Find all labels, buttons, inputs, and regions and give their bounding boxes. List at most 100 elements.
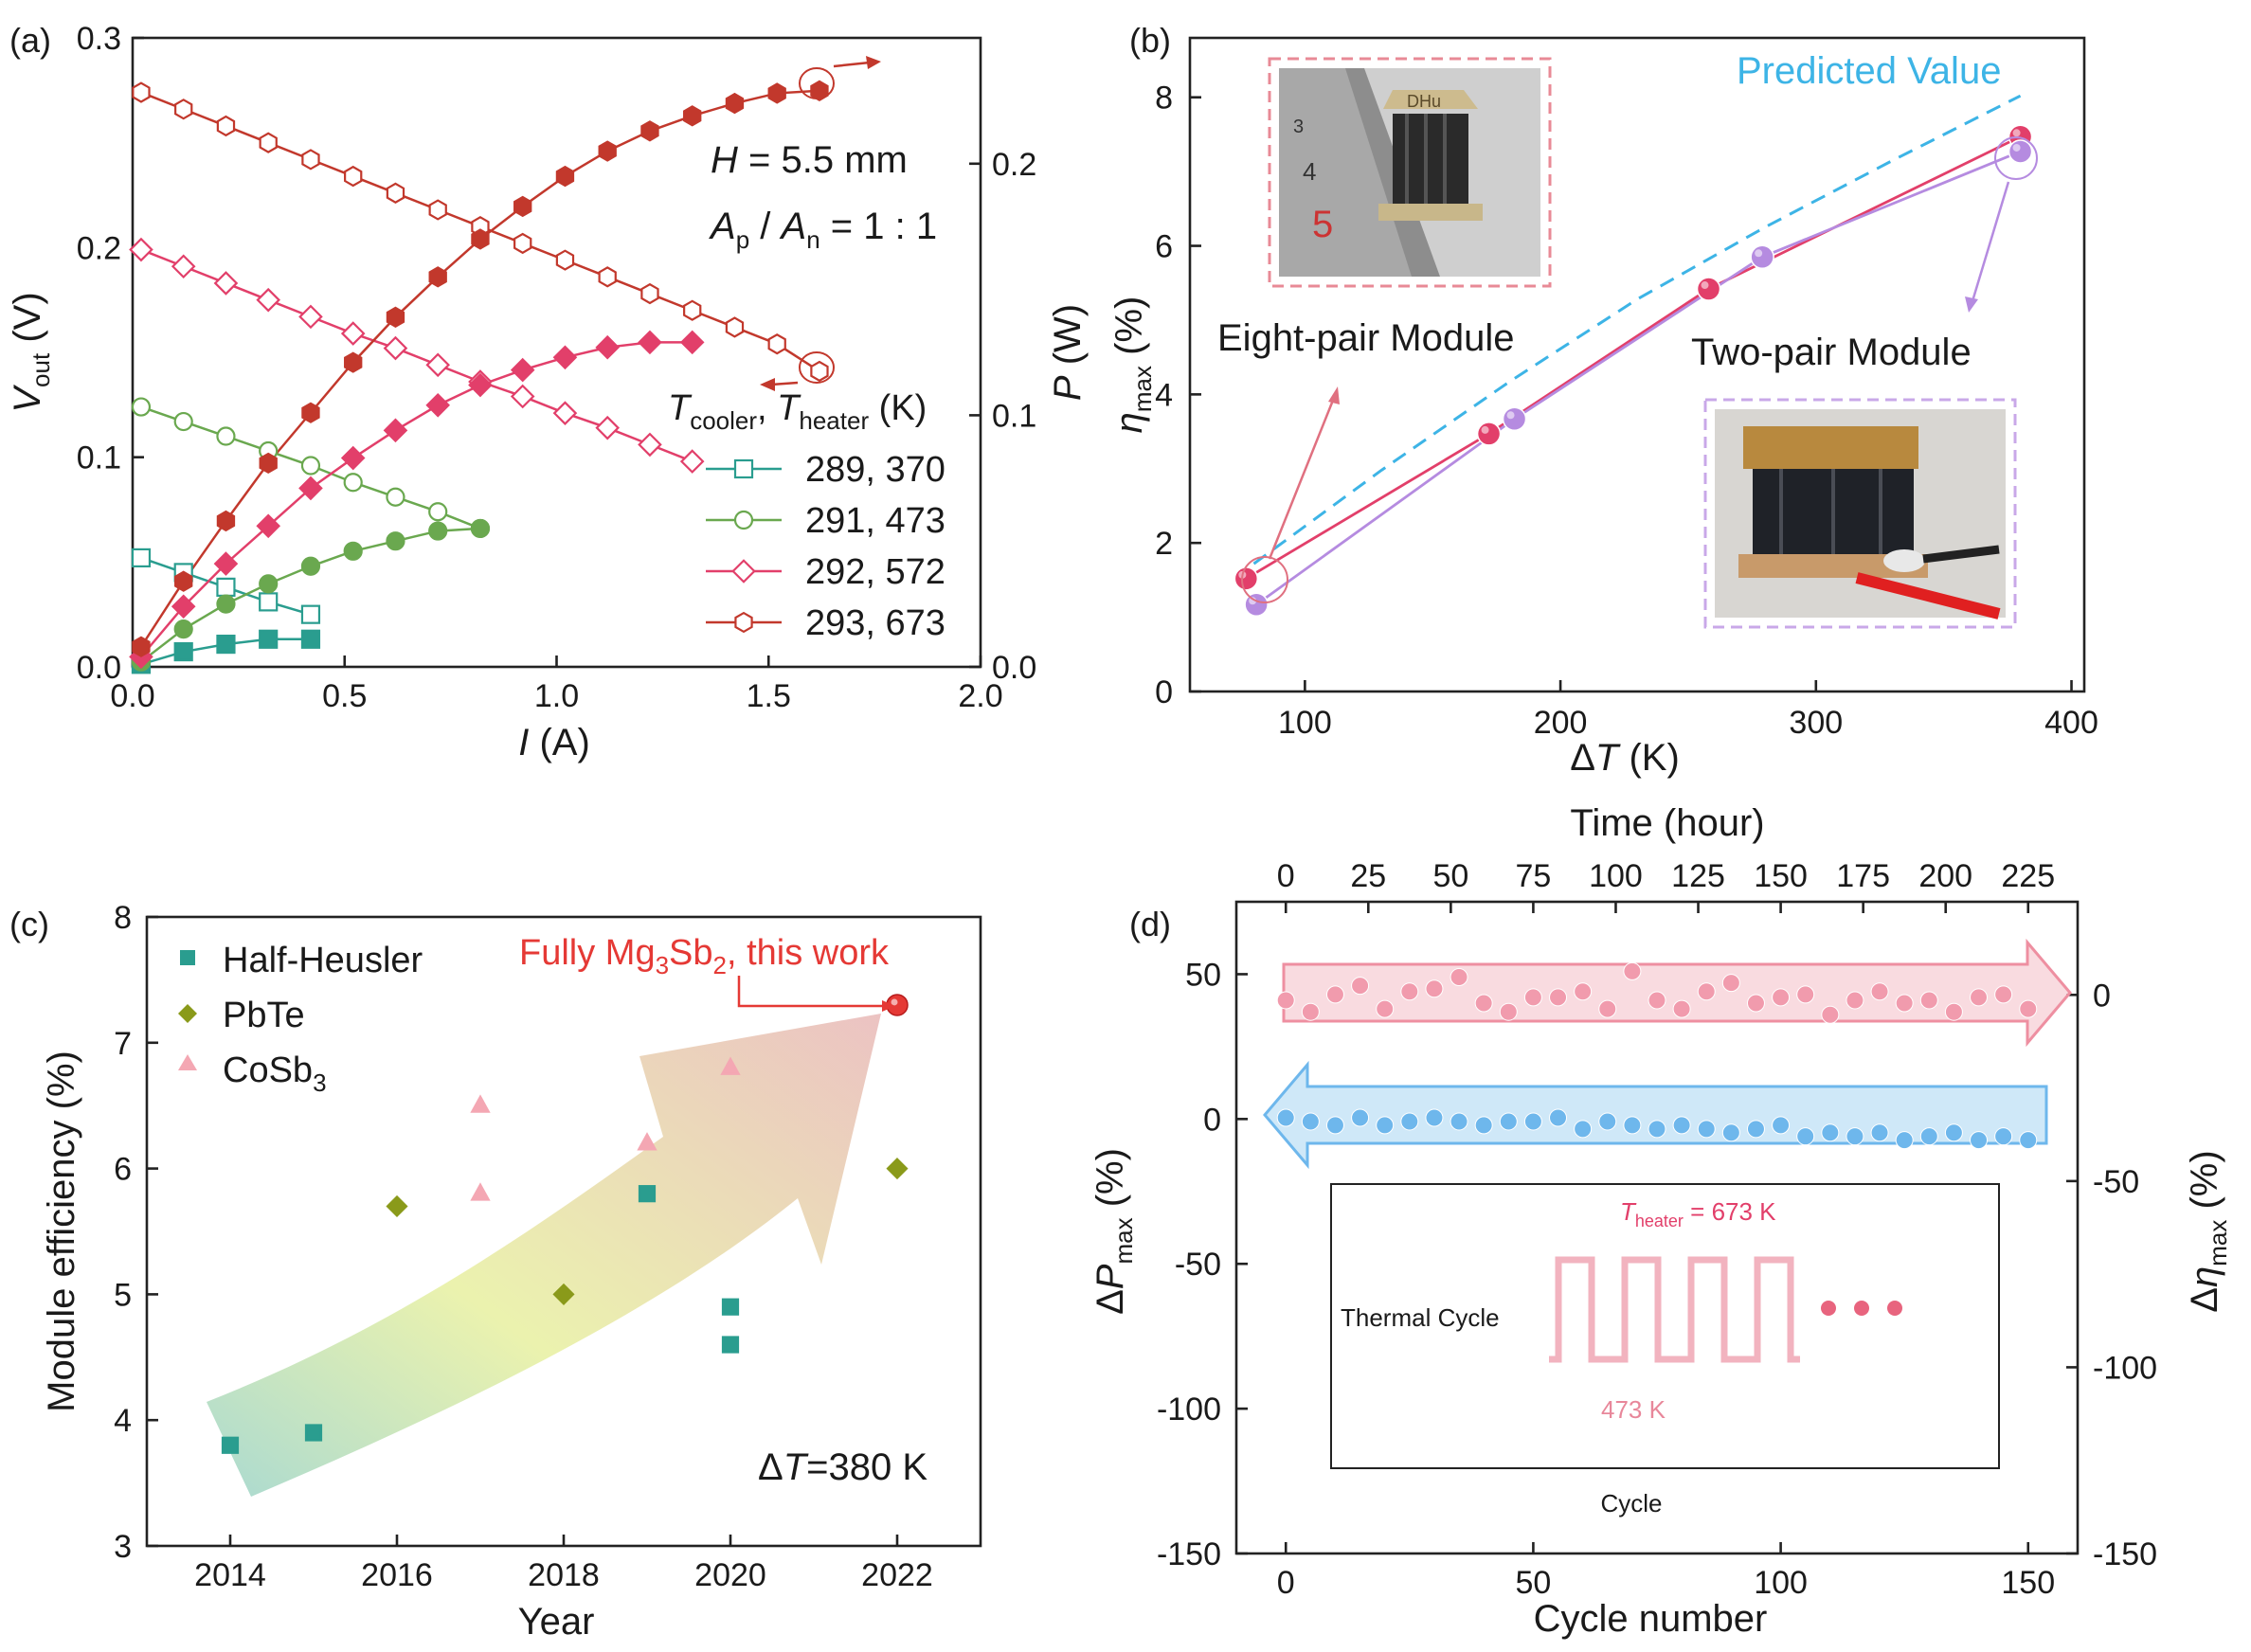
point-d-0 [1276,991,1295,1010]
legend-label-pbte: PbTe [223,996,305,1035]
point-c-2 [470,1182,491,1201]
legend-label-a-2: 292, 572 [805,552,945,592]
power-point-3 [216,510,236,532]
point-d-0 [1821,1005,1840,1024]
voltage-point-3 [428,199,447,221]
legend-label-a-1: 291, 473 [805,501,945,541]
point-d-1 [1623,1116,1642,1135]
power-point-2 [256,513,281,539]
point-d-0 [1697,982,1716,1001]
power-point-3 [513,195,532,218]
point-d-0 [1598,999,1617,1018]
power-point-2 [468,372,493,398]
y-tick-label-left-d: -150 [1157,1536,1221,1572]
voltage-point-2 [638,432,662,458]
y-tick-label-right-a: 0.0 [992,650,1036,686]
power-point-3 [810,80,829,101]
x-tick-top-label-d: 50 [1432,858,1468,894]
x-tick-label-a: 1.0 [534,678,579,714]
legend-marker-half-heusler [180,950,195,965]
power-point-3 [640,120,659,142]
power-point-3 [174,570,193,592]
point-d-0 [1919,991,1938,1010]
inset-square-wave [1549,1256,1800,1363]
point-shine-b-1 [1755,249,1763,258]
y-ticks-c: 3 4 5 6 7 8 [114,900,158,1565]
arrow-two-pair [1971,181,2010,302]
x-tick-label-b: 400 [2044,705,2098,741]
power-point-1 [428,521,448,541]
voltage-point-2 [425,352,451,378]
x-tick-top-label-d: 75 [1515,858,1551,894]
voltage-point-2 [510,384,535,409]
x-tick-label-a: 1.5 [747,678,791,714]
y-axis-right-label-d: Δηmax (%) [2184,1150,2232,1312]
power-point-2 [425,392,451,418]
inset-ellipsis-dot-2 [1854,1301,1869,1316]
voltage-point-3 [513,232,532,255]
x-tick-label-d: 0 [1277,1565,1295,1601]
point-d-1 [1400,1112,1419,1131]
point-d-0 [1574,982,1593,1001]
voltage-point-3 [640,282,659,305]
x-axis-label-d: Cycle number [1534,1598,1768,1640]
y-tick-label-c: 5 [114,1277,132,1313]
y-tick-label-c: 6 [114,1152,132,1188]
trend-arrow-c [207,1014,881,1497]
voltage-point-3 [174,99,193,120]
point-c-2 [637,1132,657,1151]
y-tick-label-left-d: 50 [1185,957,1221,993]
arrow-right-pink-d [1282,938,2072,1048]
x-tick-top-label-d: 200 [1918,858,1972,894]
voltage-point-2 [383,335,408,361]
point-d-1 [1870,1123,1889,1142]
power-point-3 [386,306,405,328]
point-d-0 [1351,977,1370,996]
arrowhead-left-a [760,378,775,391]
point-d-0 [1623,961,1642,980]
y-ticks-left-d: -150 -100 -50 0 50 [1157,957,1248,1572]
point-d-1 [1574,1120,1593,1139]
panel-a: (a) 0.0 0.5 1.0 1.5 2.0 0.00.10.20.3 0.00.10… [7,21,1089,763]
legend-label-cosb3: CoSb3 [223,1050,327,1097]
series-label-eight-pair: Eight-pair Module [1217,317,1515,359]
point-d-0 [1648,991,1666,1010]
point-d-1 [1672,1116,1691,1135]
point-c-0 [721,1336,740,1354]
highlight-circle-eight-pair [1241,556,1288,603]
voltage-point-2 [679,449,705,474]
predicted-value-label: Predicted Value [1737,50,2001,92]
point-c-0 [638,1185,657,1203]
y-tick-label-right-a: 0.1 [992,398,1036,434]
photo-frame-eight-pair [1268,57,1552,288]
point-c-1 [386,1194,408,1217]
highlight-point-shine-c [891,998,898,1006]
highlight-label-c: Fully Mg3Sb2, this work [519,933,890,979]
plot-frame-b [1188,36,2086,693]
x-tick-label-c: 2018 [528,1557,600,1593]
inset-left-label: Thermal Cycle [1341,1303,1500,1332]
x-tick-top-label-d: 225 [2001,858,2055,894]
point-d-0 [1746,994,1765,1013]
voltage-point-3 [216,115,236,137]
point-c-0 [221,1436,240,1454]
voltage-point-2 [595,415,621,440]
voltage-point-3 [598,266,617,288]
power-point-1 [173,620,193,639]
point-d-1 [1474,1116,1493,1135]
voltage-point-3 [344,165,363,188]
point-d-0 [1474,994,1493,1013]
point-b-0 [1234,566,1259,591]
y-tick-label-right-d: -50 [2093,1164,2139,1200]
power-point-3 [132,636,151,657]
point-d-1 [1919,1127,1938,1146]
panel-label-c: (c) [9,905,49,943]
point-d-0 [1721,974,1740,993]
point-c-0 [721,1298,740,1316]
inset-heater-label: Theater = 673 K [1620,1197,1776,1230]
x-tick-label-b: 100 [1278,705,1332,741]
point-d-1 [1772,1116,1791,1135]
arrow-eight-pair [1268,397,1336,560]
y-axis-label-c: Module efficiency (%) [41,1050,82,1412]
